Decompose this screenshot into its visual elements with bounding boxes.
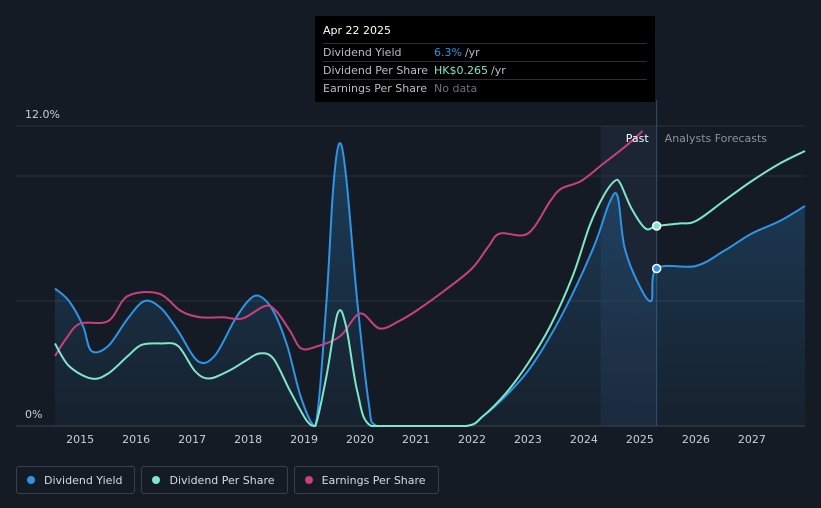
dividend-per-share-line <box>54 150 806 427</box>
tooltip: Apr 22 2025 Dividend Yield 6.3% /yr Divi… <box>315 16 655 102</box>
legend-label: Earnings Per Share <box>321 473 426 487</box>
legend-label: Dividend Yield <box>44 473 123 487</box>
dividend-yield-marker <box>651 263 662 274</box>
dividend-per-share-marker <box>651 221 662 231</box>
earnings-per-share-line <box>54 130 644 357</box>
x-axis: 2015 2016 2017 2018 2019 2020 2021 2022 2023 2024… <box>66 433 766 446</box>
x-tick-label: 2023 <box>514 433 542 446</box>
past-label: Past <box>626 132 650 145</box>
tooltip-date: Apr 22 2025 <box>323 24 392 37</box>
x-tick-label: 2018 <box>234 433 262 446</box>
y-tick-label: 12.0% <box>25 108 60 121</box>
y-tick-label: 0% <box>25 408 42 421</box>
tooltip-value: HK$0.265 <box>434 64 488 77</box>
legend-dot-icon <box>152 476 161 484</box>
x-tick-label: 2020 <box>346 433 374 446</box>
tooltip-value: 6.3% <box>434 46 462 59</box>
x-tick-label: 2027 <box>738 433 766 446</box>
legend-item-dividend-yield[interactable]: Dividend Yield <box>16 466 136 494</box>
x-tick-label: 2022 <box>458 433 486 446</box>
series-layer <box>54 130 806 427</box>
dividend-yield-area <box>55 143 805 426</box>
x-tick-label: 2015 <box>66 433 94 446</box>
tooltip-label: Earnings Per Share <box>323 82 428 95</box>
tooltip-label: Dividend Yield <box>323 46 402 59</box>
legend: Dividend Yield Dividend Per Share Earnin… <box>16 466 439 494</box>
tooltip-value: No data <box>434 82 478 95</box>
x-tick-label: 2021 <box>402 433 430 446</box>
tooltip-unit: /yr <box>490 64 506 77</box>
dividend-yield-line <box>54 142 806 427</box>
chart-area: 2015 2016 2017 2018 2019 2020 2021 2022 2023 2024… <box>16 100 806 446</box>
forecast-label: Analysts Forecasts <box>665 132 768 145</box>
x-tick-label: 2025 <box>626 433 654 446</box>
legend-dot-icon <box>27 476 35 484</box>
y-axis: 12.0% 0% <box>25 108 60 421</box>
tooltip-label: Dividend Per Share <box>323 64 429 77</box>
legend-label: Dividend Per Share <box>169 473 275 487</box>
tooltip-row-dividend-yield: Dividend Yield 6.3% /yr <box>323 43 647 61</box>
legend-item-earnings-per-share[interactable]: Earnings Per Share <box>293 466 439 494</box>
legend-item-dividend-per-share[interactable]: Dividend Per Share <box>141 466 288 494</box>
legend-dot-icon <box>304 476 313 484</box>
tooltip-row-dividend-per-share: Dividend Per Share HK$0.265 /yr <box>323 61 647 79</box>
x-tick-label: 2016 <box>122 433 150 446</box>
tooltip-row-earnings-per-share: Earnings Per Share No data <box>323 79 647 97</box>
tooltip-unit: /yr <box>464 46 480 59</box>
x-tick-label: 2024 <box>570 433 598 446</box>
x-tick-label: 2019 <box>290 433 318 446</box>
x-tick-label: 2026 <box>682 433 710 446</box>
x-tick-label: 2017 <box>178 433 206 446</box>
